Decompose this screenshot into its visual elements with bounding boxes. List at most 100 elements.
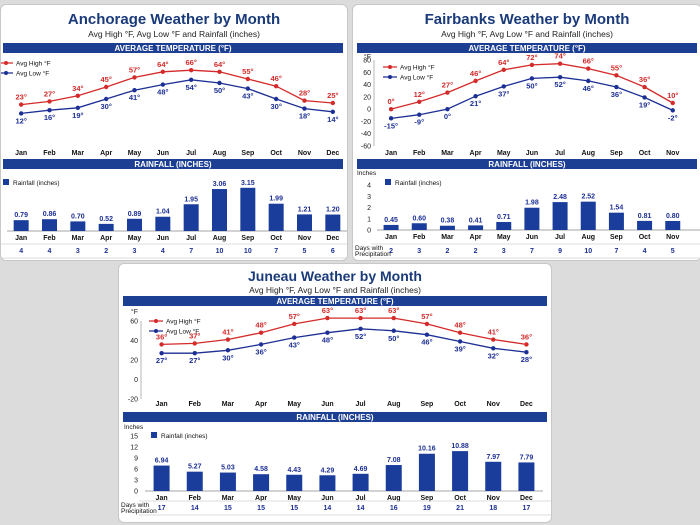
high-temp-point bbox=[47, 99, 52, 104]
month-label: Dec bbox=[520, 495, 533, 502]
temperature-header-bar bbox=[357, 43, 697, 53]
high-temp-label: 57° bbox=[421, 312, 432, 321]
month-label: Jul bbox=[356, 495, 366, 502]
rainfall-bar bbox=[637, 220, 653, 230]
rainfall-value-label: 6.94 bbox=[155, 458, 169, 465]
rainfall-bar bbox=[153, 465, 170, 491]
low-temp-point bbox=[529, 76, 535, 81]
low-temp-label: 41° bbox=[129, 93, 140, 102]
chart-subtitle: Avg High °F, Avg Low °F and Rainfall (in… bbox=[88, 29, 260, 39]
rainfall-tick-label: 6 bbox=[134, 467, 138, 474]
high-temp-point bbox=[258, 330, 264, 335]
days-precip-value: 15 bbox=[257, 505, 265, 512]
month-label: Aug bbox=[213, 150, 227, 157]
high-temp-label: 37° bbox=[189, 331, 200, 340]
rainfall-value-label: 10.88 bbox=[451, 443, 469, 450]
low-temp-point bbox=[524, 350, 529, 355]
days-precip-value: 7 bbox=[530, 248, 534, 255]
rainfall-bar bbox=[286, 474, 303, 491]
rainfall-tick-label: 3 bbox=[367, 194, 371, 201]
legend-high-marker bbox=[388, 65, 392, 69]
days-precip-value: 7 bbox=[189, 248, 193, 255]
high-temp-label: 64° bbox=[214, 60, 225, 69]
low-temp-point bbox=[273, 96, 279, 102]
anchorage-card: Anchorage Weather by Month Avg High °F, A… bbox=[0, 4, 348, 261]
month-label: Feb bbox=[43, 235, 55, 242]
high-temp-label: 36° bbox=[156, 332, 167, 341]
high-temp-point bbox=[391, 315, 396, 321]
low-temp-point bbox=[557, 75, 563, 80]
rainfall-value-label: 0.70 bbox=[71, 213, 85, 220]
month-label: Dec bbox=[326, 150, 339, 157]
low-temp-label: 18° bbox=[299, 112, 310, 121]
rainfall-value-label: 1.04 bbox=[156, 209, 170, 216]
rainfall-tick-label: 1 bbox=[367, 216, 371, 223]
month-label: Oct bbox=[270, 235, 282, 242]
high-temp-label: 74° bbox=[554, 52, 565, 61]
legend-high-label: Avg High °F bbox=[16, 60, 51, 68]
rainfall-bar bbox=[518, 462, 535, 491]
month-label: Mar bbox=[72, 235, 85, 242]
month-label: Oct bbox=[454, 495, 466, 502]
temperature-header-label: AVERAGE TEMPERATURE (°F) bbox=[468, 44, 585, 53]
low-temp-label: 52° bbox=[554, 80, 565, 89]
high-temp-point bbox=[473, 78, 478, 84]
low-temp-label: 12° bbox=[15, 116, 26, 125]
rainfall-unit-label: Inches bbox=[124, 424, 144, 431]
temp-tick-label: 20 bbox=[130, 358, 138, 365]
high-temp-label: 45° bbox=[100, 75, 111, 84]
low-temp-point bbox=[473, 94, 478, 99]
month-label: Sep bbox=[420, 401, 433, 408]
rainfall-value-label: 1.95 bbox=[184, 196, 198, 203]
low-temp-label: 54° bbox=[185, 83, 196, 92]
month-label: May bbox=[287, 495, 301, 502]
low-temp-label: 19° bbox=[639, 100, 650, 109]
month-label: Apr bbox=[470, 150, 482, 157]
high-temp-label: 55° bbox=[242, 67, 253, 76]
low-temp-label: 21° bbox=[470, 99, 481, 108]
high-temp-point bbox=[524, 342, 529, 347]
legend-rainfall-label: Rainfall (inches) bbox=[13, 180, 60, 187]
legend-low-marker bbox=[4, 71, 8, 75]
high-temp-point bbox=[642, 84, 647, 90]
month-label: Aug bbox=[387, 495, 401, 502]
low-temp-point bbox=[330, 109, 336, 115]
low-temp-label: 19° bbox=[72, 111, 83, 120]
days-precip-value: 14 bbox=[324, 505, 332, 512]
days-precip-value: 17 bbox=[523, 505, 531, 512]
low-temp-point bbox=[670, 108, 675, 113]
high-temp-point bbox=[188, 68, 194, 73]
rainfall-bar bbox=[411, 223, 427, 230]
month-label: Jun bbox=[321, 401, 333, 408]
high-temp-label: 63° bbox=[322, 306, 333, 315]
rainfall-bar bbox=[439, 225, 455, 230]
high-temp-point bbox=[160, 69, 166, 75]
rainfall-bar bbox=[70, 221, 86, 231]
legend-high-marker bbox=[154, 319, 158, 323]
month-label: Jul bbox=[186, 235, 196, 242]
temp-tick-label: 80 bbox=[363, 58, 371, 65]
low-temp-point bbox=[642, 95, 647, 100]
rainfall-bar bbox=[219, 472, 236, 491]
month-label: Apr bbox=[255, 401, 267, 408]
low-temp-label: 50° bbox=[214, 86, 225, 95]
high-temp-label: 63° bbox=[355, 306, 366, 315]
high-temp-line bbox=[21, 69, 333, 106]
month-label: Oct bbox=[270, 150, 282, 157]
low-temp-line bbox=[161, 328, 527, 354]
rainfall-bar bbox=[268, 203, 284, 231]
rainfall-bar bbox=[13, 220, 29, 231]
month-label: Jun bbox=[321, 495, 333, 502]
high-temp-label: 23° bbox=[15, 93, 26, 102]
high-temp-label: 0° bbox=[387, 97, 394, 106]
temp-tick-label: -20 bbox=[128, 397, 138, 404]
low-temp-label: 37° bbox=[498, 89, 509, 98]
legend-high-marker bbox=[4, 61, 8, 65]
days-precip-value: 2 bbox=[389, 248, 393, 255]
high-temp-point bbox=[457, 330, 463, 335]
low-temp-point bbox=[258, 342, 264, 347]
low-temp-point bbox=[18, 111, 24, 116]
rainfall-bar bbox=[524, 207, 540, 230]
temp-tick-label: -60 bbox=[361, 144, 371, 151]
high-temp-point bbox=[75, 93, 81, 99]
